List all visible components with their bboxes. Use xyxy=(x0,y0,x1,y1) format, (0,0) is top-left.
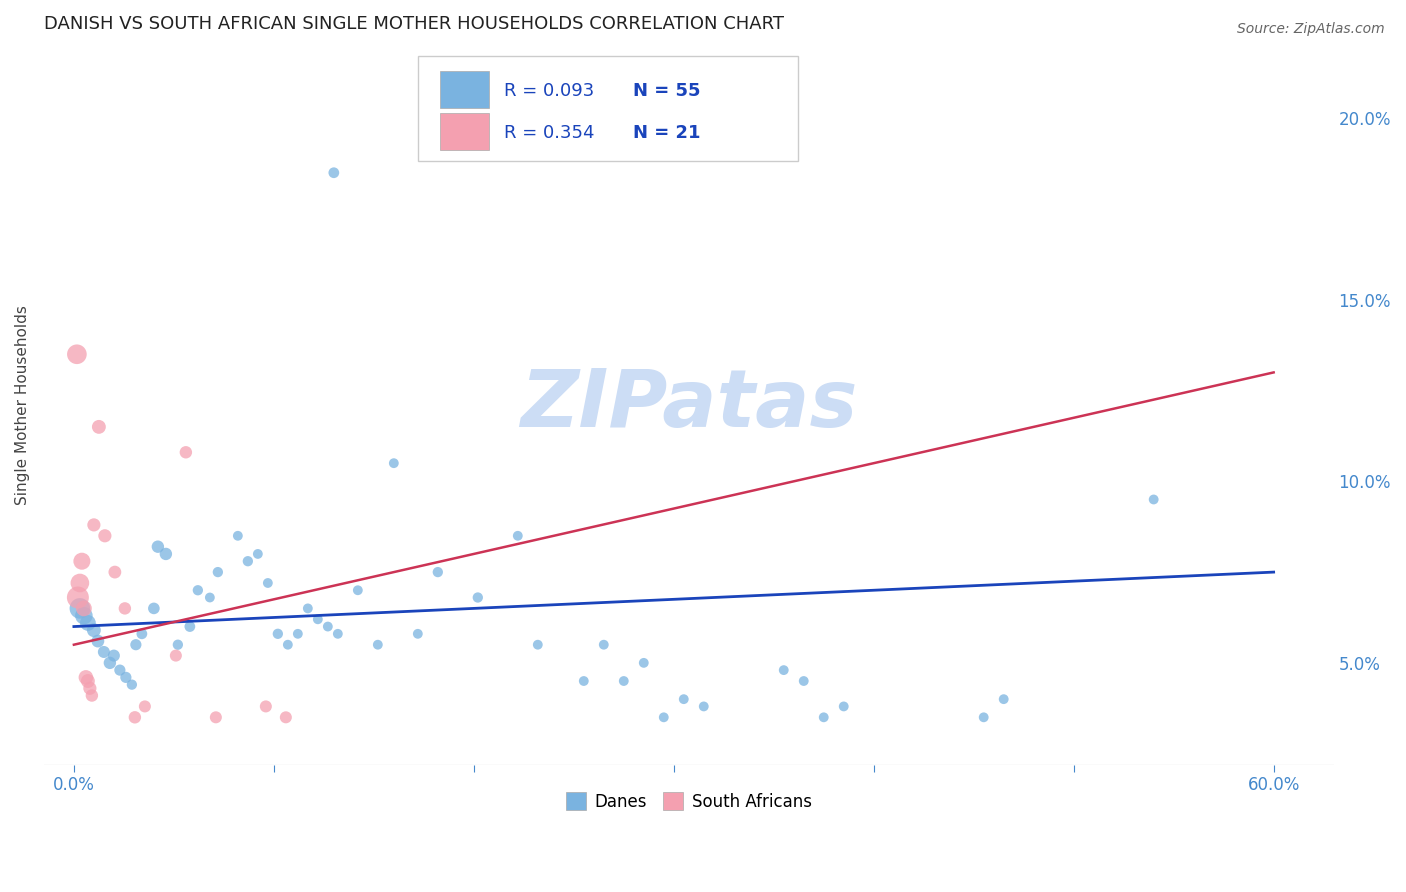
Point xyxy=(307,612,329,626)
Point xyxy=(207,565,229,579)
Point xyxy=(83,623,105,637)
Point xyxy=(198,591,221,605)
Point xyxy=(108,663,131,677)
Y-axis label: Single Mother Households: Single Mother Households xyxy=(15,305,30,505)
Point xyxy=(226,529,249,543)
Point xyxy=(165,648,187,663)
Point xyxy=(131,627,153,641)
Point xyxy=(316,619,339,633)
Point xyxy=(124,710,146,724)
Point xyxy=(87,634,110,648)
Text: ZIPatas: ZIPatas xyxy=(520,366,858,444)
Point xyxy=(772,663,794,677)
FancyBboxPatch shape xyxy=(418,56,799,161)
Point xyxy=(832,699,855,714)
Point xyxy=(79,681,101,696)
Point xyxy=(155,547,177,561)
Point xyxy=(467,591,489,605)
Point xyxy=(83,517,105,532)
Point xyxy=(672,692,695,706)
Point xyxy=(94,529,117,543)
Point xyxy=(633,656,655,670)
Point xyxy=(174,445,197,459)
Point xyxy=(205,710,228,724)
Point xyxy=(236,554,259,568)
Text: R = 0.093: R = 0.093 xyxy=(505,82,595,100)
Point xyxy=(142,601,165,615)
Text: R = 0.354: R = 0.354 xyxy=(505,124,595,142)
Text: Source: ZipAtlas.com: Source: ZipAtlas.com xyxy=(1237,22,1385,37)
Point xyxy=(254,699,277,714)
Point xyxy=(93,645,115,659)
Point xyxy=(613,673,636,688)
Point xyxy=(973,710,995,724)
Point xyxy=(426,565,449,579)
Point xyxy=(115,670,138,684)
Point xyxy=(134,699,156,714)
Bar xyxy=(440,70,489,108)
Point xyxy=(813,710,835,724)
Point xyxy=(592,638,614,652)
Point xyxy=(80,689,103,703)
Point xyxy=(146,540,169,554)
Text: N = 21: N = 21 xyxy=(633,124,700,142)
Point xyxy=(526,638,548,652)
Point xyxy=(98,656,121,670)
Point xyxy=(322,166,344,180)
Text: N = 55: N = 55 xyxy=(633,82,700,100)
Point xyxy=(693,699,716,714)
Point xyxy=(287,627,309,641)
Point xyxy=(652,710,675,724)
Point xyxy=(277,638,299,652)
Point xyxy=(367,638,389,652)
Point xyxy=(179,619,201,633)
Point xyxy=(66,347,89,361)
Point xyxy=(246,547,269,561)
Point xyxy=(993,692,1015,706)
Point xyxy=(121,678,143,692)
Point xyxy=(793,673,815,688)
Point xyxy=(167,638,190,652)
Point xyxy=(326,627,349,641)
Point xyxy=(69,576,91,591)
Bar xyxy=(440,112,489,150)
Point xyxy=(77,673,100,688)
Point xyxy=(506,529,529,543)
Point xyxy=(382,456,405,470)
Point xyxy=(267,627,290,641)
Point xyxy=(1143,492,1166,507)
Point xyxy=(572,673,595,688)
Point xyxy=(103,648,125,663)
Point xyxy=(257,576,280,591)
Point xyxy=(73,608,96,623)
Text: DANISH VS SOUTH AFRICAN SINGLE MOTHER HOUSEHOLDS CORRELATION CHART: DANISH VS SOUTH AFRICAN SINGLE MOTHER HO… xyxy=(44,15,785,33)
Point xyxy=(75,670,97,684)
Point xyxy=(69,601,91,615)
Point xyxy=(297,601,319,615)
Point xyxy=(187,583,209,598)
Point xyxy=(125,638,148,652)
Point xyxy=(66,591,89,605)
Point xyxy=(87,420,110,434)
Point xyxy=(73,601,96,615)
Point xyxy=(70,554,93,568)
Point xyxy=(77,615,100,630)
Point xyxy=(274,710,297,724)
Point xyxy=(114,601,136,615)
Point xyxy=(104,565,127,579)
Point xyxy=(406,627,429,641)
Legend: Danes, South Africans: Danes, South Africans xyxy=(560,786,818,817)
Point xyxy=(347,583,370,598)
